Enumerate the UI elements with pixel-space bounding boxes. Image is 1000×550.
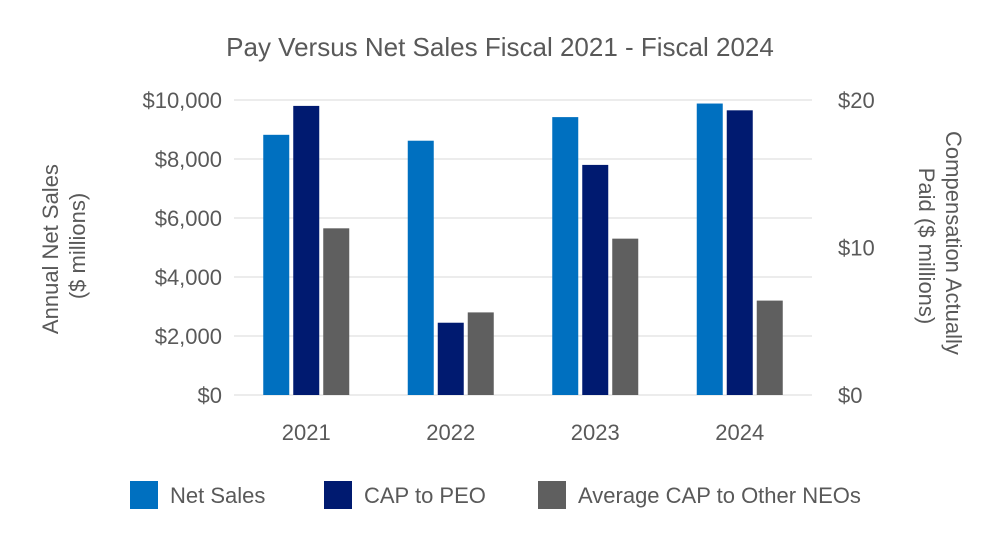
right-tick-labels: $0 $10 $20: [838, 88, 875, 408]
x-tick-labels: 2021 2022 2023 2024: [282, 420, 764, 445]
chart-title: Pay Versus Net Sales Fiscal 2021 - Fisca…: [226, 32, 774, 62]
bar-cap-to-peo: [582, 164, 609, 395]
left-tick-label: $2,000: [155, 324, 222, 349]
bars: [263, 103, 783, 396]
legend-swatch-average-cap: [538, 481, 566, 509]
left-tick-label: $0: [198, 383, 222, 408]
legend-label-cap-to-peo: CAP to PEO: [364, 483, 486, 508]
left-tick-label: $8,000: [155, 147, 222, 172]
bar-cap-to-peo: [726, 110, 753, 395]
bar-average-cap-to-other-neos: [467, 312, 494, 395]
bar-net-sales: [263, 134, 290, 395]
right-tick-label: $20: [838, 88, 875, 113]
right-tick-label: $0: [838, 383, 862, 408]
left-tick-label: $10,000: [142, 88, 222, 113]
bar-cap-to-peo: [293, 105, 320, 396]
x-tick-label: 2021: [282, 420, 331, 445]
bar-net-sales: [696, 103, 723, 395]
right-axis-title-line-1: Compensation Actually: [941, 131, 966, 355]
left-tick-label: $4,000: [155, 265, 222, 290]
right-axis-title: Compensation Actually Paid ($ millions): [914, 131, 966, 361]
left-tick-label: $6,000: [155, 206, 222, 231]
legend-label-average-cap: Average CAP to Other NEOs: [578, 483, 861, 508]
left-axis-title-line-2: ($ millions): [65, 193, 90, 299]
legend-swatch-cap-to-peo: [324, 481, 352, 509]
right-tick-label: $10: [838, 236, 875, 261]
x-tick-label: 2023: [571, 420, 620, 445]
legend-label-net-sales: Net Sales: [170, 483, 265, 508]
bar-average-cap-to-other-neos: [323, 228, 350, 395]
bar-average-cap-to-other-neos: [612, 238, 639, 395]
legend-swatch-net-sales: [130, 481, 158, 509]
grid-lines: [234, 99, 812, 396]
bar-cap-to-peo: [437, 322, 464, 395]
left-tick-labels: $0 $2,000 $4,000 $6,000 $8,000 $10,000: [142, 88, 222, 408]
legend: Net Sales CAP to PEO Average CAP to Othe…: [130, 481, 861, 509]
x-tick-label: 2022: [426, 420, 475, 445]
bar-average-cap-to-other-neos: [756, 300, 783, 395]
x-tick-label: 2024: [715, 420, 764, 445]
bar-net-sales: [407, 140, 434, 395]
left-axis-title-line-1: Annual Net Sales: [38, 164, 63, 334]
left-axis-title: Annual Net Sales ($ millions): [38, 158, 90, 334]
right-axis-title-line-2: Paid ($ millions): [914, 168, 939, 325]
bar-net-sales: [552, 117, 579, 396]
